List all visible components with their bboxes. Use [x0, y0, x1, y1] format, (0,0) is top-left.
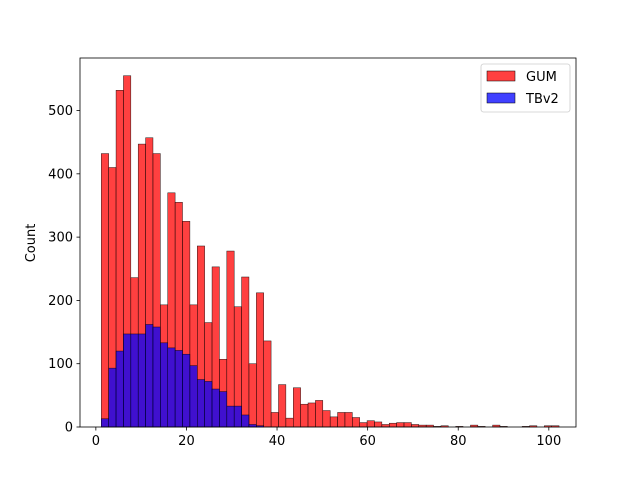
axes-frame	[79, 57, 577, 428]
bar-gum	[315, 400, 324, 428]
y-tick-label: 400	[48, 167, 73, 182]
bar-tbv2	[182, 353, 191, 428]
legend: GUM TBv2	[480, 63, 571, 113]
bar-gum	[359, 422, 368, 428]
bar-gum	[241, 276, 250, 428]
bar-tbv2	[108, 367, 117, 428]
bar-tbv2	[219, 391, 228, 428]
bar-tbv2	[189, 365, 198, 428]
bar-tbv2	[167, 347, 176, 428]
y-tick-label: 200	[48, 294, 73, 309]
bar-gum	[329, 416, 338, 428]
bar-tbv2	[145, 324, 154, 428]
x-tick-label: 100	[536, 434, 561, 449]
x-tick-label: 40	[269, 434, 286, 449]
bar-gum	[293, 387, 301, 428]
x-tick-label: 20	[178, 434, 195, 449]
legend-label-tbv2: TBv2	[525, 92, 559, 107]
y-tick-label: 300	[48, 231, 73, 246]
bar-tbv2	[226, 405, 235, 428]
y-tick-label: 500	[48, 104, 73, 119]
bar-tbv2	[101, 418, 109, 428]
bar-gum	[403, 422, 412, 428]
axes: 0 20 40 60 80 100 0 100 200 300 400 500	[48, 57, 577, 449]
bar-tbv2	[160, 342, 168, 428]
bar-gum	[300, 403, 309, 428]
bar-tbv2	[174, 350, 183, 428]
bar-tbv2	[115, 350, 124, 428]
bar-gum	[344, 412, 353, 428]
bar-gum	[352, 417, 360, 428]
bar-gum	[263, 340, 272, 428]
legend-swatch-tbv2	[486, 92, 516, 104]
bar-gum	[396, 422, 405, 428]
bar-tbv2	[152, 326, 161, 428]
bar-tbv2	[211, 388, 220, 428]
legend-label-gum: GUM	[526, 70, 557, 85]
bar-gum	[388, 422, 397, 428]
bar-gum	[270, 412, 279, 428]
y-tick-label: 0	[65, 421, 73, 436]
legend-swatch-gum	[486, 70, 516, 82]
bar-gum	[226, 250, 235, 428]
bar-gum	[307, 402, 316, 428]
bar-gum	[322, 410, 331, 428]
bar-tbv2	[197, 379, 205, 428]
bar-gum	[101, 153, 109, 428]
bar-tbv2	[123, 333, 132, 428]
y-axis-label: Count	[24, 224, 39, 263]
bar-gum	[285, 417, 294, 428]
bar-gum	[256, 292, 264, 428]
bar-tbv2	[233, 405, 242, 428]
y-tick-label: 100	[48, 357, 73, 372]
x-tick-label: 60	[359, 434, 376, 449]
x-tick-label: 80	[450, 434, 467, 449]
bar-gum	[366, 420, 375, 428]
x-tick-label: 0	[92, 434, 100, 449]
bar-tbv2	[130, 333, 139, 428]
bar-gum	[248, 363, 257, 428]
bar-gum	[337, 412, 346, 428]
bar-gum	[278, 384, 287, 428]
bar-tbv2	[137, 333, 146, 428]
bar-tbv2	[204, 381, 213, 428]
bar-gum	[374, 421, 383, 428]
bar-tbv2	[241, 414, 250, 428]
